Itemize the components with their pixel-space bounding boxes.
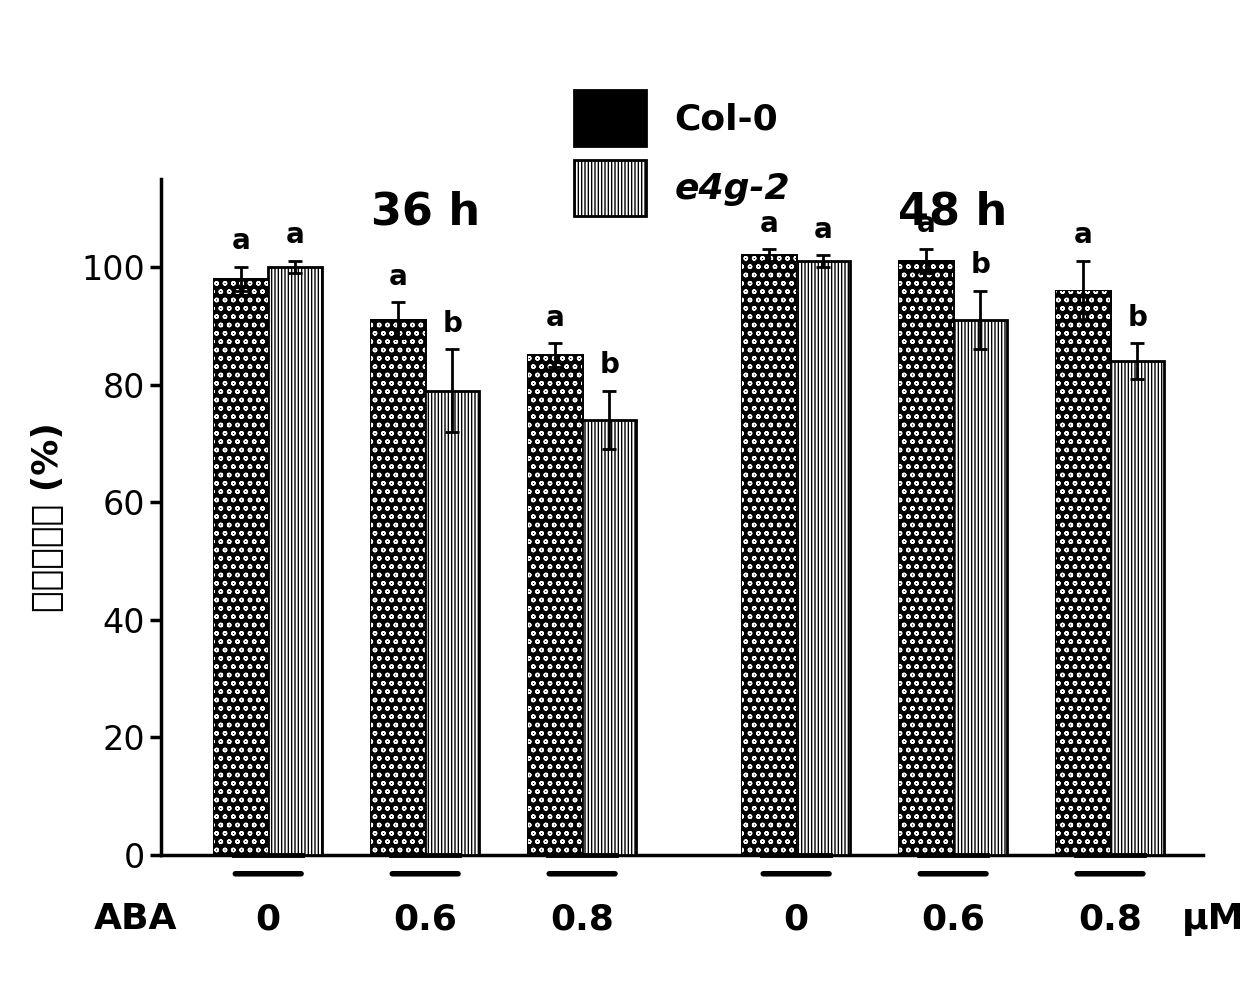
Text: ABA: ABA	[93, 903, 177, 936]
Bar	[371, 320, 425, 855]
Bar	[528, 355, 582, 855]
Bar	[215, 279, 268, 855]
Bar	[215, 279, 268, 855]
Text: b: b	[599, 351, 619, 379]
Bar	[215, 279, 268, 855]
Text: a: a	[286, 222, 305, 249]
Bar	[1110, 361, 1164, 855]
Bar	[371, 320, 425, 855]
Bar	[215, 279, 268, 855]
Bar	[1055, 290, 1110, 855]
Text: a: a	[546, 304, 564, 332]
Text: a: a	[760, 210, 779, 238]
Text: μM: μM	[1182, 903, 1240, 936]
Bar	[899, 261, 954, 855]
Bar	[899, 261, 954, 855]
Bar	[528, 355, 582, 855]
Text: b: b	[443, 309, 463, 338]
Text: a: a	[232, 228, 250, 255]
Bar	[425, 391, 480, 855]
Text: 0.8: 0.8	[551, 903, 614, 936]
Text: 0.8: 0.8	[1078, 903, 1142, 936]
Text: a: a	[916, 210, 935, 238]
Text: a: a	[1074, 222, 1092, 249]
Text: 0: 0	[784, 903, 808, 936]
Bar	[742, 255, 796, 855]
Bar	[528, 355, 582, 855]
Bar	[1055, 290, 1110, 855]
Bar	[528, 355, 582, 855]
Bar	[371, 320, 425, 855]
Bar	[582, 419, 636, 855]
Bar	[1055, 290, 1110, 855]
Bar	[371, 320, 425, 855]
Text: 36 h: 36 h	[371, 191, 480, 234]
Bar	[742, 255, 796, 855]
Y-axis label: 种子血发率 (%): 种子血发率 (%)	[31, 421, 64, 612]
Text: 0: 0	[255, 903, 280, 936]
Bar	[371, 320, 425, 855]
Bar	[1055, 290, 1110, 855]
Bar	[899, 261, 954, 855]
Bar	[899, 261, 954, 855]
Text: a: a	[388, 262, 408, 290]
Text: 0.6: 0.6	[921, 903, 985, 936]
Text: a: a	[813, 216, 832, 244]
Bar	[268, 267, 322, 855]
Text: b: b	[1127, 304, 1147, 332]
Bar	[215, 279, 268, 855]
Text: b: b	[970, 250, 991, 279]
Bar	[742, 255, 796, 855]
Bar	[1055, 290, 1110, 855]
Bar	[742, 255, 796, 855]
Bar	[899, 261, 954, 855]
Bar	[796, 261, 851, 855]
Legend: Col-0, e4g-2: Col-0, e4g-2	[559, 76, 805, 231]
Bar	[528, 355, 582, 855]
Text: 0.6: 0.6	[393, 903, 458, 936]
Text: 48 h: 48 h	[899, 191, 1008, 234]
Bar	[742, 255, 796, 855]
Bar	[954, 320, 1007, 855]
